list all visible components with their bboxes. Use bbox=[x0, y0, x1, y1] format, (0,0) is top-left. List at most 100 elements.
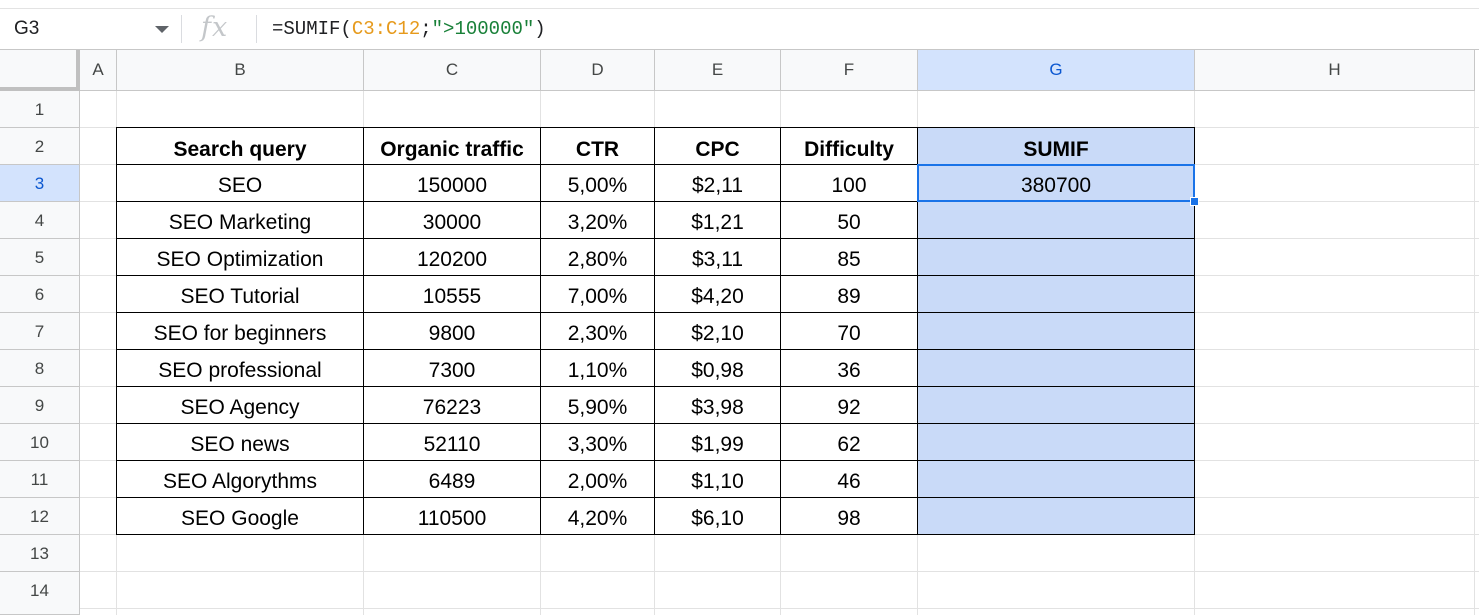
table-cell-ctr[interactable]: 3,20% bbox=[540, 201, 655, 239]
column-header-f[interactable]: F bbox=[781, 50, 918, 91]
table-cell-organic-traffic[interactable]: 7300 bbox=[363, 349, 541, 387]
table-cell-search-query[interactable]: SEO Marketing bbox=[116, 201, 364, 239]
column-header-e[interactable]: E bbox=[655, 50, 781, 91]
table-cell-search-query[interactable]: SEO Algorythms bbox=[116, 460, 364, 498]
row-header-14[interactable]: 14 bbox=[0, 572, 80, 615]
table-cell-cpc[interactable]: $3,11 bbox=[654, 238, 781, 276]
table-cell-ctr[interactable]: 5,00% bbox=[540, 164, 655, 202]
table-cell-organic-traffic[interactable]: 76223 bbox=[363, 386, 541, 424]
table-cell-ctr[interactable]: 7,00% bbox=[540, 275, 655, 313]
row-header-7[interactable]: 7 bbox=[0, 313, 80, 350]
table-cell-sumif[interactable] bbox=[917, 460, 1195, 498]
table-cell-organic-traffic[interactable]: 9800 bbox=[363, 312, 541, 350]
row-header-12[interactable]: 12 bbox=[0, 498, 80, 535]
table-cell-search-query[interactable]: SEO for beginners bbox=[116, 312, 364, 350]
row-header-13[interactable]: 13 bbox=[0, 535, 80, 572]
table-cell-sumif[interactable] bbox=[917, 423, 1195, 461]
row-header-4[interactable]: 4 bbox=[0, 202, 80, 239]
row-header-8[interactable]: 8 bbox=[0, 350, 80, 387]
formula-suffix: ) bbox=[534, 18, 546, 40]
table-cell-sumif[interactable] bbox=[917, 238, 1195, 276]
table-cell-search-query[interactable]: SEO bbox=[116, 164, 364, 202]
table-cell-cpc[interactable]: $1,21 bbox=[654, 201, 781, 239]
column-header-b[interactable]: B bbox=[117, 50, 364, 91]
table-cell-sumif[interactable] bbox=[917, 349, 1195, 387]
table-header-cpc[interactable]: CPC bbox=[654, 127, 781, 165]
table-cell-sumif[interactable] bbox=[917, 201, 1195, 239]
table-cell-organic-traffic[interactable]: 150000 bbox=[363, 164, 541, 202]
column-header-h[interactable]: H bbox=[1195, 50, 1475, 91]
gridline bbox=[80, 571, 1479, 572]
table-cell-search-query[interactable]: SEO Google bbox=[116, 497, 364, 535]
table-cell-organic-traffic[interactable]: 52110 bbox=[363, 423, 541, 461]
table-cell-difficulty[interactable]: 62 bbox=[780, 423, 918, 461]
table-cell-difficulty[interactable]: 92 bbox=[780, 386, 918, 424]
table-cell-organic-traffic[interactable]: 120200 bbox=[363, 238, 541, 276]
table-cell-ctr[interactable]: 2,30% bbox=[540, 312, 655, 350]
table-cell-difficulty[interactable]: 85 bbox=[780, 238, 918, 276]
table-cell-organic-traffic[interactable]: 110500 bbox=[363, 497, 541, 535]
table-cell-difficulty[interactable]: 50 bbox=[780, 201, 918, 239]
formula-input[interactable]: =SUMIF(C3:C12;">100000") bbox=[272, 18, 546, 40]
name-box[interactable]: G3 bbox=[0, 9, 180, 49]
select-all-corner[interactable] bbox=[0, 50, 80, 91]
table-cell-cpc[interactable]: $4,20 bbox=[654, 275, 781, 313]
table-cell-difficulty[interactable]: 70 bbox=[780, 312, 918, 350]
divider bbox=[256, 15, 257, 43]
table-cell-difficulty[interactable]: 46 bbox=[780, 460, 918, 498]
column-header-g[interactable]: G bbox=[918, 50, 1195, 91]
table-cell-sumif[interactable]: 380700 bbox=[917, 164, 1195, 202]
table-header-difficulty[interactable]: Difficulty bbox=[780, 127, 918, 165]
row-header-2[interactable]: 2 bbox=[0, 128, 80, 165]
table-cell-cpc[interactable]: $1,99 bbox=[654, 423, 781, 461]
table-header-organic-traffic[interactable]: Organic traffic bbox=[363, 127, 541, 165]
function-icon: fx bbox=[201, 12, 229, 43]
table-cell-cpc[interactable]: $1,10 bbox=[654, 460, 781, 498]
gridline bbox=[80, 608, 1479, 609]
table-cell-difficulty[interactable]: 89 bbox=[780, 275, 918, 313]
table-cell-search-query[interactable]: SEO Optimization bbox=[116, 238, 364, 276]
formula-prefix: =SUMIF( bbox=[272, 18, 352, 40]
row-header-3[interactable]: 3 bbox=[0, 165, 80, 202]
table-cell-difficulty[interactable]: 98 bbox=[780, 497, 918, 535]
table-cell-cpc[interactable]: $0,98 bbox=[654, 349, 781, 387]
row-header-11[interactable]: 11 bbox=[0, 461, 80, 498]
table-cell-ctr[interactable]: 3,30% bbox=[540, 423, 655, 461]
table-cell-organic-traffic[interactable]: 30000 bbox=[363, 201, 541, 239]
table-cell-difficulty[interactable]: 100 bbox=[780, 164, 918, 202]
row-header-6[interactable]: 6 bbox=[0, 276, 80, 313]
table-cell-search-query[interactable]: SEO news bbox=[116, 423, 364, 461]
column-header-c[interactable]: C bbox=[364, 50, 541, 91]
table-cell-sumif[interactable] bbox=[917, 312, 1195, 350]
row-header-9[interactable]: 9 bbox=[0, 387, 80, 424]
row-header-10[interactable]: 10 bbox=[0, 424, 80, 461]
table-cell-sumif[interactable] bbox=[917, 386, 1195, 424]
table-cell-cpc[interactable]: $2,11 bbox=[654, 164, 781, 202]
chevron-down-icon[interactable] bbox=[155, 26, 169, 33]
table-cell-ctr[interactable]: 1,10% bbox=[540, 349, 655, 387]
column-header-a[interactable]: A bbox=[80, 50, 117, 91]
table-cell-search-query[interactable]: SEO Tutorial bbox=[116, 275, 364, 313]
table-cell-cpc[interactable]: $2,10 bbox=[654, 312, 781, 350]
table-cell-ctr[interactable]: 5,90% bbox=[540, 386, 655, 424]
name-box-value[interactable]: G3 bbox=[14, 18, 40, 39]
table-cell-search-query[interactable]: SEO Agency bbox=[116, 386, 364, 424]
table-cell-sumif[interactable] bbox=[917, 275, 1195, 313]
fill-handle[interactable] bbox=[1190, 197, 1199, 206]
table-cell-search-query[interactable]: SEO professional bbox=[116, 349, 364, 387]
table-cell-organic-traffic[interactable]: 6489 bbox=[363, 460, 541, 498]
table-header-search-query[interactable]: Search query bbox=[116, 127, 364, 165]
table-cell-difficulty[interactable]: 36 bbox=[780, 349, 918, 387]
table-cell-ctr[interactable]: 2,00% bbox=[540, 460, 655, 498]
row-header-5[interactable]: 5 bbox=[0, 239, 80, 276]
table-header-sumif[interactable]: SUMIF bbox=[917, 127, 1195, 165]
table-cell-cpc[interactable]: $6,10 bbox=[654, 497, 781, 535]
table-cell-ctr[interactable]: 4,20% bbox=[540, 497, 655, 535]
table-cell-cpc[interactable]: $3,98 bbox=[654, 386, 781, 424]
table-header-ctr[interactable]: CTR bbox=[540, 127, 655, 165]
table-cell-organic-traffic[interactable]: 10555 bbox=[363, 275, 541, 313]
table-cell-ctr[interactable]: 2,80% bbox=[540, 238, 655, 276]
row-header-1[interactable]: 1 bbox=[0, 91, 80, 128]
column-header-d[interactable]: D bbox=[541, 50, 655, 91]
table-cell-sumif[interactable] bbox=[917, 497, 1195, 535]
